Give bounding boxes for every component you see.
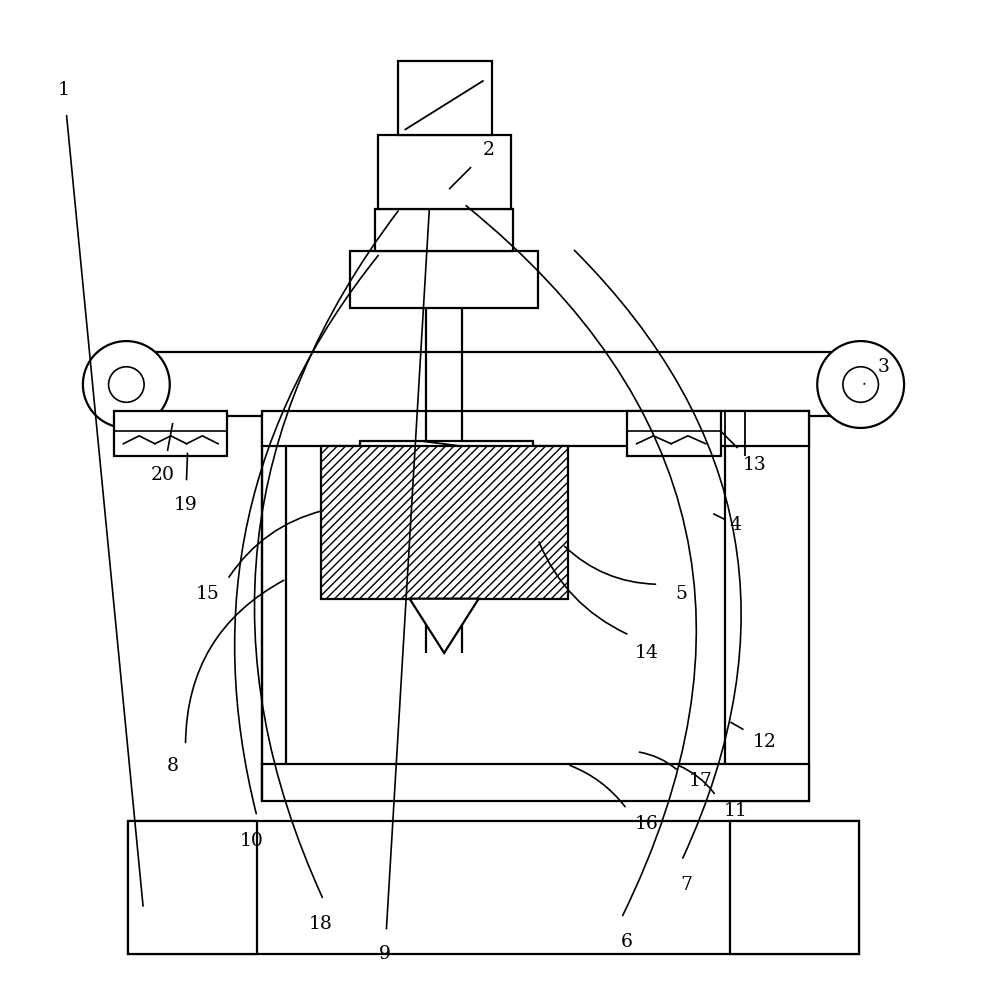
- Bar: [128, 821, 858, 954]
- Text: 18: 18: [309, 915, 332, 933]
- Text: 14: 14: [634, 644, 658, 662]
- Bar: [725, 411, 809, 801]
- Text: 12: 12: [752, 733, 776, 751]
- Bar: [378, 135, 511, 209]
- Text: 2: 2: [482, 141, 494, 159]
- Circle shape: [108, 367, 144, 402]
- Bar: [730, 821, 858, 954]
- Text: 8: 8: [167, 757, 178, 775]
- Text: 4: 4: [729, 516, 740, 534]
- Bar: [320, 446, 567, 599]
- Bar: [104, 352, 882, 416]
- Bar: [113, 411, 227, 456]
- Circle shape: [842, 367, 878, 402]
- Text: 11: 11: [723, 802, 746, 820]
- Text: 3: 3: [877, 358, 888, 376]
- Circle shape: [83, 341, 170, 428]
- Text: 20: 20: [151, 466, 175, 484]
- Bar: [350, 251, 537, 308]
- Text: 1: 1: [58, 81, 70, 99]
- Bar: [626, 411, 720, 456]
- Text: 10: 10: [240, 832, 263, 850]
- Text: 9: 9: [379, 945, 390, 963]
- Circle shape: [816, 341, 903, 428]
- Text: 6: 6: [620, 933, 632, 951]
- Text: 7: 7: [679, 876, 691, 894]
- Text: 17: 17: [688, 772, 712, 790]
- Bar: [128, 821, 256, 954]
- Bar: [261, 411, 809, 446]
- Text: 16: 16: [634, 815, 658, 833]
- Bar: [397, 61, 491, 135]
- Bar: [261, 764, 809, 801]
- Circle shape: [371, 482, 394, 506]
- Bar: [360, 441, 532, 530]
- Text: 15: 15: [195, 585, 219, 603]
- Text: 5: 5: [674, 585, 686, 603]
- Text: 19: 19: [174, 496, 197, 514]
- Text: 13: 13: [742, 456, 766, 474]
- Polygon shape: [409, 599, 478, 653]
- Bar: [375, 209, 513, 251]
